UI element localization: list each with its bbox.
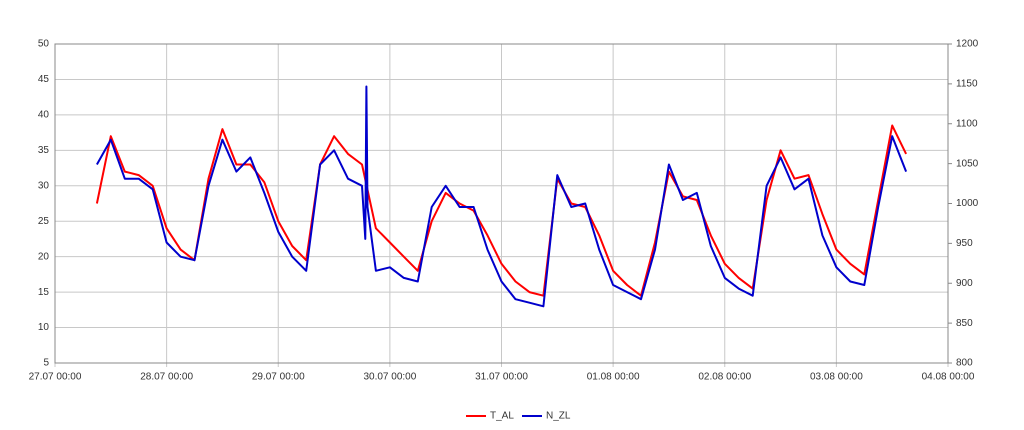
y2-tick-label: 950 xyxy=(956,238,973,249)
series-line xyxy=(96,85,908,308)
y-tick-label: 50 xyxy=(38,39,50,50)
y-tick-label: 15 xyxy=(38,287,50,298)
x-tick-label: 29.07 00:00 xyxy=(252,372,305,383)
y2-tick-label: 800 xyxy=(956,358,973,369)
x-tick-label: 01.08 00:00 xyxy=(587,372,640,383)
x-tick-label: 31.07 00:00 xyxy=(475,372,528,383)
y-tick-label: 30 xyxy=(38,180,50,191)
y2-tick-label: 1200 xyxy=(956,39,979,50)
y-tick-label: 10 xyxy=(38,322,50,333)
x-tick-label: 30.07 00:00 xyxy=(363,372,416,383)
x-tick-label: 27.07 00:00 xyxy=(29,372,82,383)
y-tick-label: 45 xyxy=(38,74,50,85)
y-tick-label: 40 xyxy=(38,110,50,121)
y2-tick-label: 850 xyxy=(956,318,973,329)
series-line xyxy=(95,124,907,297)
legend-label: N_ZL xyxy=(546,411,571,422)
y-tick-label: 35 xyxy=(38,145,50,156)
y-tick-label: 25 xyxy=(38,216,50,227)
y2-tick-label: 1150 xyxy=(956,79,978,90)
y2-tick-label: 900 xyxy=(956,278,973,289)
x-tick-label: 02.08 00:00 xyxy=(698,372,751,383)
plot-frame xyxy=(54,43,949,364)
x-tick-label: 03.08 00:00 xyxy=(810,372,863,383)
y2-tick-label: 1100 xyxy=(956,118,978,129)
y2-tick-label: 1050 xyxy=(956,158,979,169)
y2-tick-label: 1000 xyxy=(956,198,979,209)
y-tick-label: 5 xyxy=(43,358,49,369)
y-tick-label: 20 xyxy=(38,251,50,262)
x-tick-label: 04.08 00:00 xyxy=(922,372,975,383)
legend-label: T_AL xyxy=(490,411,514,422)
x-tick-label: 28.07 00:00 xyxy=(140,372,193,383)
